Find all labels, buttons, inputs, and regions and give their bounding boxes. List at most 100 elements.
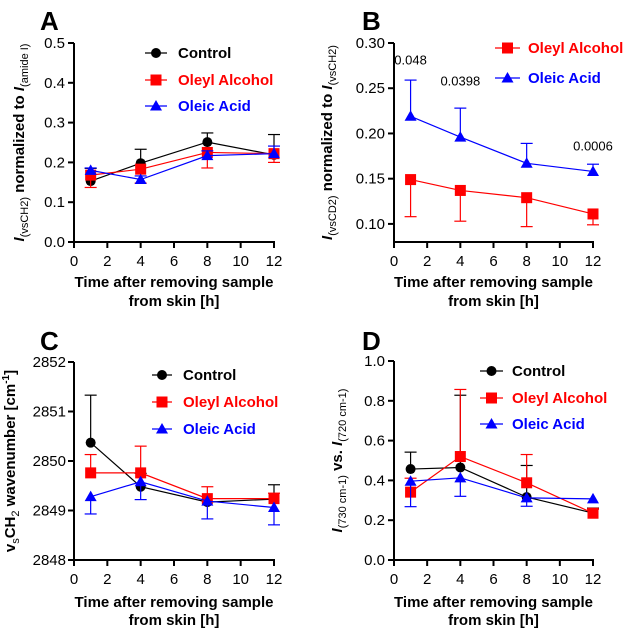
y-axis-label: I(730 cm-1) vs. I(720 cm-1) <box>329 389 349 533</box>
y-tick-label: 0.0 <box>44 234 65 251</box>
series-line <box>90 481 275 509</box>
y-tick-label: 0.3 <box>44 115 65 132</box>
y-axis-label-part: CH <box>2 517 19 539</box>
data-point <box>268 493 280 505</box>
y-tick-label: 0.20 <box>356 125 385 142</box>
y-tick-label: 2850 <box>33 453 66 470</box>
legend: Oleyl Alcohol Oleic Acid <box>495 40 623 87</box>
data-point <box>587 208 599 220</box>
legend-marker <box>485 418 498 429</box>
data-point <box>85 467 97 479</box>
y-axis-label-part: (vsCH2) <box>19 197 31 237</box>
data-point <box>84 490 97 502</box>
y-tick-label: 0.15 <box>356 171 385 188</box>
x-tick-label: 12 <box>585 253 602 270</box>
y-tick-label: 0.8 <box>364 393 385 410</box>
legend-marker <box>150 74 162 86</box>
data-point <box>587 492 599 504</box>
series-line <box>410 179 594 215</box>
x-tick-label: 4 <box>456 253 464 270</box>
x-tick-label: 4 <box>136 253 144 270</box>
series-oleyl-alcohol <box>404 388 599 519</box>
y-axis-label-part: I <box>319 85 336 90</box>
data-point <box>85 437 96 448</box>
y-axis-label: vsCH2 wavenumber [cm-1] <box>1 370 22 552</box>
data-point <box>587 165 599 176</box>
data-point <box>455 462 466 473</box>
series-oleyl-alcohol <box>404 174 599 228</box>
legend: Control Oleyl Alcohol Oleic Acid <box>145 45 273 115</box>
y-tick-label: 0.2 <box>44 154 65 171</box>
y-axis-label-part: (vsCH2) <box>327 45 339 85</box>
y-tick-label: 0.2 <box>364 512 385 529</box>
legend-marker <box>502 42 513 54</box>
series-oleic-acid <box>404 471 599 508</box>
x-tick-label: 8 <box>203 253 211 270</box>
panel-b: B 0 2 4 6 8 10 12 0.10 0.15 0.20 0.25 0.30 Time after… <box>319 6 623 310</box>
series-control <box>84 132 280 187</box>
series-oleic-acid <box>84 475 280 526</box>
x-tick-label: 0 <box>390 253 398 270</box>
y-axis-label-part: ] <box>2 370 19 375</box>
data-point <box>84 164 97 175</box>
legend-marker <box>150 100 162 111</box>
y-tick-label: 2851 <box>33 404 66 421</box>
y-axis-label-part: vs. <box>329 446 346 475</box>
data-point <box>135 467 147 479</box>
legend-label: Oleyl Alcohol <box>183 394 278 411</box>
series-line <box>410 466 594 514</box>
x-axis-label: from skin [h] <box>448 612 539 629</box>
y-tick-label: 0.1 <box>44 194 65 211</box>
data-point <box>201 495 214 506</box>
series-line <box>410 455 594 514</box>
y-axis-label-part: I <box>11 86 28 91</box>
x-tick-label: 2 <box>103 571 111 588</box>
series-line <box>90 442 275 503</box>
x-tick-label: 2 <box>103 253 111 270</box>
data-point <box>405 464 416 475</box>
y-axis-label-part: I <box>319 235 336 240</box>
legend-marker <box>486 392 497 404</box>
legend-label: Oleic Acid <box>512 416 585 433</box>
y-tick-label: 0.6 <box>364 433 385 450</box>
data-point <box>521 192 533 204</box>
y-axis-label-part: I <box>329 441 346 446</box>
x-tick-label: 12 <box>266 571 283 588</box>
x-tick-label: 4 <box>136 571 144 588</box>
y-tick-label: 2852 <box>33 354 66 371</box>
data-point <box>404 475 417 486</box>
legend-label: Control <box>183 367 236 384</box>
y-axis-label-part: (730 cm-1) <box>337 475 349 528</box>
y-tick-label: 0.25 <box>356 80 385 97</box>
x-axis-label: from skin [h] <box>129 612 220 629</box>
x-tick-label: 0 <box>70 571 78 588</box>
series-oleic-acid <box>404 79 599 176</box>
data-point <box>454 184 466 196</box>
x-tick-label: 0 <box>390 571 398 588</box>
panel-letter: A <box>40 6 59 36</box>
x-axis-label: Time after removing sample <box>394 274 593 291</box>
data-point <box>268 501 280 513</box>
series-oleyl-alcohol <box>84 445 280 505</box>
x-tick-label: 6 <box>170 253 178 270</box>
panel-letter: D <box>362 326 381 356</box>
series-oleic-acid <box>84 145 280 185</box>
y-tick-label: 0.4 <box>44 75 65 92</box>
series-line <box>90 472 274 500</box>
panel-d: D 0 2 4 6 8 10 12 0.0 0.2 0.4 0.6 0.8 1.0 Time after r… <box>329 326 607 629</box>
x-tick-label: 12 <box>266 253 283 270</box>
x-axis-label: Time after removing sample <box>75 274 274 291</box>
data-point <box>520 491 533 503</box>
x-tick-label: 8 <box>522 253 530 270</box>
data-point <box>454 131 467 142</box>
data-point <box>201 149 214 161</box>
p-value-annotation: 0.0398 <box>440 74 480 89</box>
data-point <box>405 174 417 186</box>
series-control <box>404 394 599 519</box>
data-point <box>521 477 533 489</box>
x-tick-label: 8 <box>522 571 530 588</box>
x-tick-label: 0 <box>70 253 78 270</box>
x-tick-label: 10 <box>232 571 249 588</box>
y-axis-label-part: (amide I) <box>19 44 31 87</box>
